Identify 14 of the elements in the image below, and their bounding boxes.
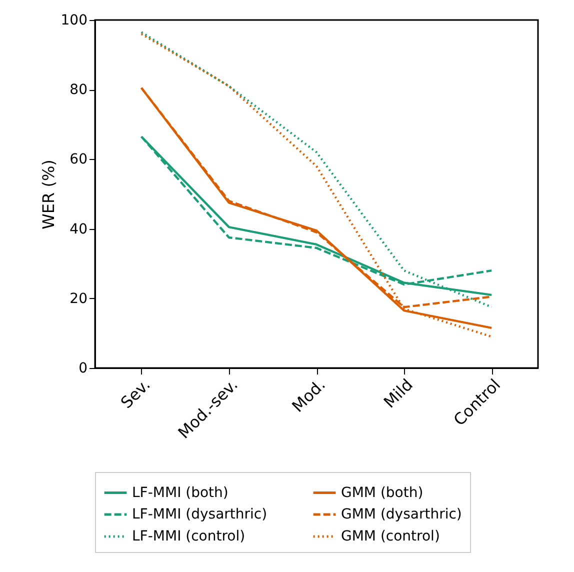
y-tick-label: 60 [70, 152, 88, 168]
x-tick-label: Sev. [116, 375, 154, 412]
legend-label: LF-MMI (control) [132, 528, 246, 544]
y-tick-label: 40 [70, 221, 88, 238]
y-tick-label: 80 [70, 82, 88, 98]
legend-label: GMM (dysarthric) [341, 506, 462, 522]
legend-label: LF-MMI (dysarthric) [132, 506, 268, 522]
legend-label: LF-MMI (both) [132, 484, 228, 501]
y-axis-title: WER (%) [38, 160, 58, 230]
y-tick-label: 20 [70, 290, 88, 307]
y-tick-label: 100 [60, 12, 88, 28]
legend-label: GMM (control) [341, 528, 440, 544]
legend-label: GMM (both) [341, 484, 424, 501]
y-tick-label: 0 [78, 360, 88, 376]
